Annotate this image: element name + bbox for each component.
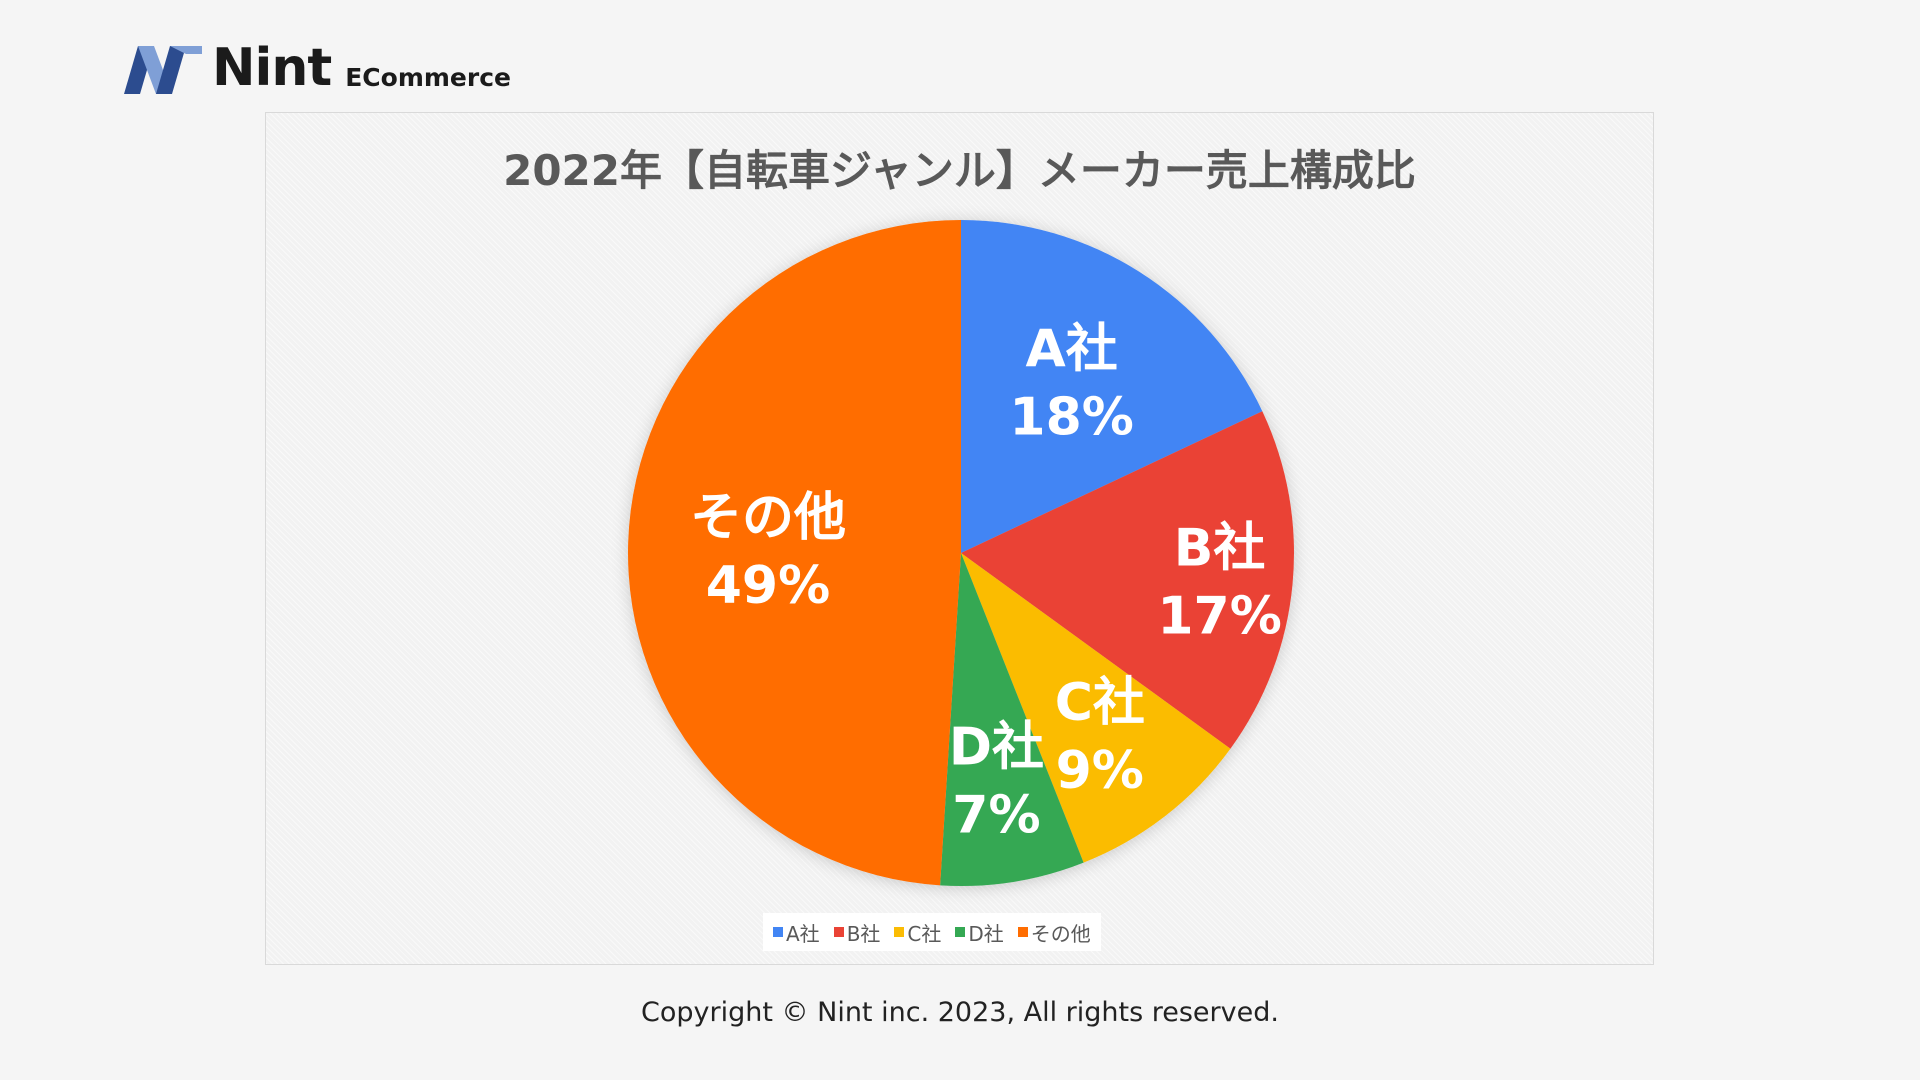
slice-percent-label-1: 17%	[1157, 586, 1281, 646]
pie-slice-3	[940, 553, 1084, 886]
legend-label-3: D社	[968, 921, 1004, 946]
slice-percent-label-0: 18%	[1009, 388, 1133, 448]
slice-category-label-1: B社	[1174, 518, 1266, 578]
legend-swatch-1	[833, 927, 844, 937]
legend-item-4: その他	[1017, 918, 1091, 947]
slice-category-label-0: A社	[1026, 320, 1118, 380]
legend-label-0: A社	[786, 921, 820, 946]
brand-logo: Nint ECommerce	[124, 42, 511, 94]
slice-percent-label-4: 49%	[706, 556, 830, 616]
pie-slice-0	[961, 220, 1263, 553]
logo-subtitle: ECommerce	[345, 63, 511, 92]
pie-slice-1	[961, 411, 1294, 749]
legend-swatch-3	[955, 927, 966, 937]
chart-legend: A社 B社 C社 D社 その他	[763, 913, 1101, 951]
legend-item-1: B社	[833, 918, 881, 947]
slice-category-label-4: その他	[690, 488, 846, 548]
legend-label-2: C社	[907, 921, 942, 946]
slice-category-label-2: C社	[1055, 673, 1145, 733]
slice-percent-label-3: 7%	[952, 786, 1040, 846]
legend-swatch-0	[773, 927, 783, 937]
pie-slice-2	[961, 553, 1231, 863]
legend-label-4: その他	[1030, 921, 1091, 946]
logo-name: Nint	[212, 38, 332, 98]
legend-item-3: D社	[955, 918, 1004, 947]
copyright-text: Copyright © Nint inc. 2023, All rights r…	[641, 997, 1279, 1028]
slice-percent-label-2: 9%	[1056, 741, 1144, 801]
legend-label-1: B社	[846, 921, 881, 946]
pie-slice-4	[628, 220, 961, 886]
slice-category-label-3: D社	[949, 718, 1044, 778]
chart-title: 2022年【自転車ジャンル】メーカー売上構成比	[503, 146, 1416, 195]
chart-frame: 2022年【自転車ジャンル】メーカー売上構成比 A社 18% B社 17% C社 9% D社…	[265, 112, 1654, 965]
legend-item-2: C社	[894, 918, 941, 947]
legend-item-0: A社	[773, 918, 820, 947]
nint-logo-icon	[124, 46, 202, 94]
legend-swatch-2	[894, 927, 905, 937]
legend-swatch-4	[1017, 927, 1028, 937]
pie-chart: A社 18% B社 17%C社 9%D社 7% その他 49%	[628, 220, 1294, 886]
